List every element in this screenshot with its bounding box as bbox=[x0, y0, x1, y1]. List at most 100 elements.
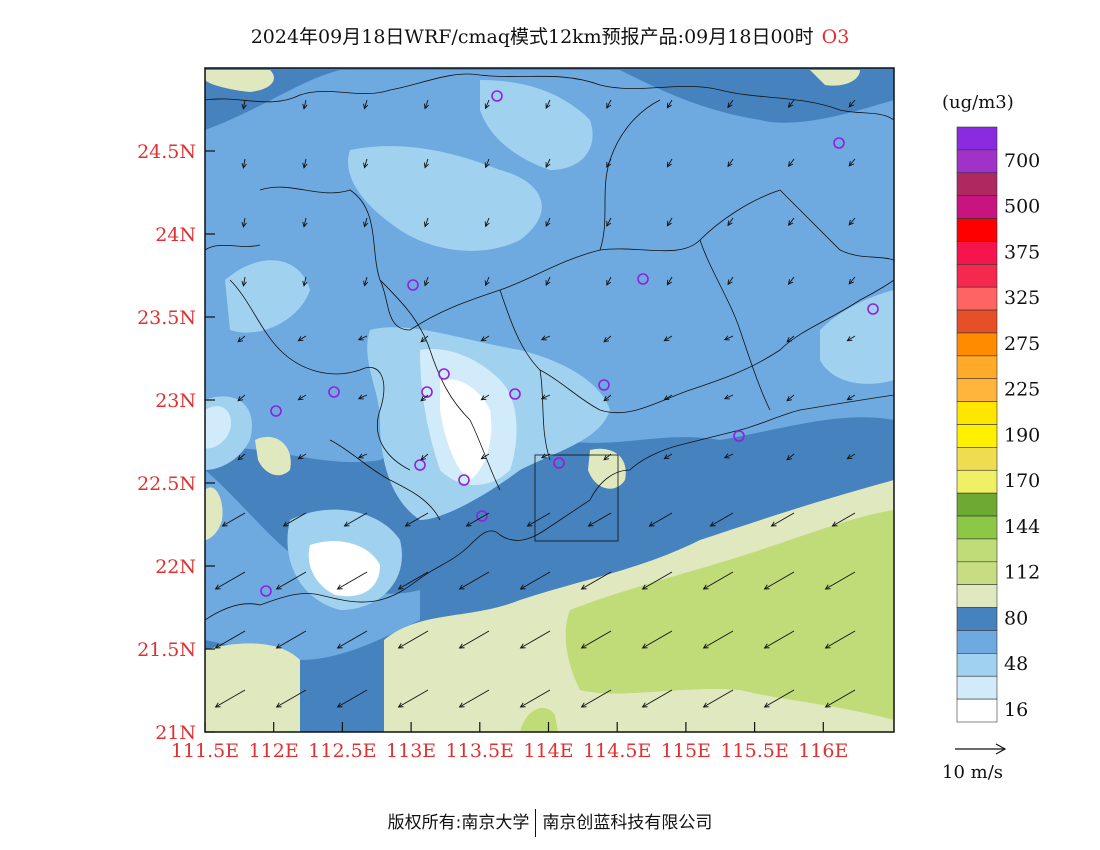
legend-swatch bbox=[956, 653, 998, 677]
wind-arrow bbox=[641, 689, 673, 708]
wind-arrow bbox=[302, 276, 308, 287]
legend-swatch bbox=[956, 447, 998, 471]
wind-arrow bbox=[606, 217, 612, 227]
y-tick-label: 22.5N bbox=[137, 473, 196, 495]
wind-arrow bbox=[241, 276, 247, 287]
wind-arrow bbox=[363, 99, 369, 110]
legend-swatch bbox=[956, 332, 998, 357]
wind-arrow bbox=[786, 453, 795, 461]
legend-swatch bbox=[956, 515, 998, 540]
station-marker bbox=[407, 279, 419, 291]
footer-separator bbox=[535, 809, 537, 837]
station-marker bbox=[509, 388, 521, 400]
legend-label: 275 bbox=[1004, 333, 1040, 355]
legend-swatch bbox=[956, 286, 998, 311]
wind-arrow bbox=[363, 158, 369, 169]
legend-swatch bbox=[956, 424, 998, 448]
x-tick-label: 112E bbox=[249, 740, 299, 762]
footer: 版权所有:南京大学 南京创蓝科技有限公司 bbox=[0, 808, 1100, 837]
field-80-112-w bbox=[205, 487, 223, 540]
wind-arrow bbox=[831, 512, 856, 527]
wind-arrow bbox=[423, 158, 429, 169]
legend-swatch bbox=[956, 126, 998, 151]
wind-arrow bbox=[666, 217, 673, 227]
wind-arrow bbox=[484, 276, 490, 287]
wind-arrow bbox=[663, 335, 673, 342]
y-axis: 21N 21.5N 22N 22.5N 23N 23.5N 24N 24.5N bbox=[137, 141, 215, 744]
wind-arrow bbox=[727, 99, 734, 109]
x-tick-label: 116E bbox=[798, 740, 848, 762]
legend-unit: (ug/m3) bbox=[942, 92, 1014, 113]
wind-arrow bbox=[603, 335, 612, 343]
x-tick-label: 114.5E bbox=[583, 740, 651, 762]
wind-arrow bbox=[786, 394, 795, 402]
wind-arrow bbox=[297, 394, 307, 401]
field-white-center bbox=[440, 379, 492, 480]
wind-arrow bbox=[606, 158, 612, 168]
wind-arrow bbox=[336, 571, 368, 590]
wind-arrow bbox=[480, 335, 490, 342]
y-tick-label: 23N bbox=[155, 390, 196, 412]
wind-arrow bbox=[540, 453, 551, 459]
legend-swatch bbox=[956, 241, 998, 265]
border-north bbox=[205, 73, 894, 121]
wind-arrow bbox=[641, 571, 673, 590]
border-inner-7 bbox=[329, 439, 441, 521]
border-inner-5 bbox=[699, 239, 771, 411]
legend-label: 170 bbox=[1004, 470, 1040, 492]
wind-arrow bbox=[540, 335, 551, 341]
subregion-box bbox=[534, 454, 619, 542]
field-80-112-sw bbox=[205, 643, 300, 732]
field-48-80-west bbox=[205, 470, 420, 660]
species-label: O3 bbox=[821, 26, 850, 48]
wind-arrow bbox=[787, 158, 795, 167]
wind-arrow bbox=[420, 394, 429, 402]
station-marker bbox=[867, 303, 879, 315]
border-inner-3 bbox=[499, 279, 894, 414]
field-16-48-west bbox=[225, 260, 310, 333]
border-inner-10 bbox=[779, 189, 894, 261]
y-tick-label: 22N bbox=[155, 556, 196, 578]
legend-swatch bbox=[956, 401, 998, 425]
station-marker bbox=[458, 474, 470, 486]
wind-arrow bbox=[484, 99, 490, 110]
station-marker bbox=[414, 459, 426, 471]
y-tick-label: 24.5N bbox=[137, 141, 196, 163]
border-inner-6 bbox=[379, 279, 501, 491]
coastline bbox=[205, 394, 894, 621]
field-112-144 bbox=[565, 510, 894, 720]
wind-arrow bbox=[702, 571, 734, 590]
wind-vectors bbox=[214, 99, 856, 708]
wind-arrow bbox=[484, 217, 490, 228]
wind-arrow bbox=[458, 689, 490, 708]
wind-arrow bbox=[519, 630, 551, 649]
wind-arrow bbox=[763, 571, 795, 590]
wind-arrow bbox=[824, 689, 856, 708]
wind-arrow bbox=[727, 276, 734, 286]
wind-arrow bbox=[241, 99, 247, 110]
wind-arrow bbox=[606, 276, 612, 286]
border-inner-1 bbox=[259, 186, 781, 331]
wind-arrow bbox=[297, 335, 307, 342]
station-marker bbox=[637, 273, 649, 285]
legend-swatch bbox=[956, 218, 998, 242]
wind-arrow bbox=[214, 689, 246, 708]
wind-arrow bbox=[846, 335, 856, 342]
wind-arrow bbox=[848, 217, 856, 226]
wind-arrow bbox=[480, 453, 490, 460]
wind-arrow bbox=[357, 394, 368, 400]
wind-arrow bbox=[484, 158, 490, 169]
wind-arrow bbox=[458, 630, 490, 649]
station-marker bbox=[270, 405, 282, 417]
wind-arrow bbox=[540, 394, 551, 400]
wind-reference: 10 m/s bbox=[942, 743, 1007, 783]
wind-arrow bbox=[723, 394, 734, 400]
chart-title: 2024年09月18日WRF/cmaq模式12km预报产品:09月18日00时 O… bbox=[0, 22, 1100, 49]
station-marker bbox=[476, 510, 488, 522]
field-white-south bbox=[308, 541, 380, 597]
legend-label: 144 bbox=[1004, 516, 1040, 538]
legend-label: 225 bbox=[1004, 379, 1040, 401]
wind-reference-label: 10 m/s bbox=[942, 762, 1003, 783]
station-marker bbox=[421, 386, 433, 398]
wind-arrow bbox=[846, 394, 856, 401]
